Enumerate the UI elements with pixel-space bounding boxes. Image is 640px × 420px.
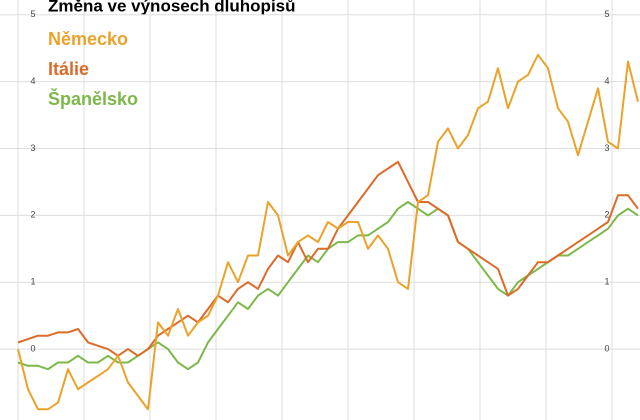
legend-entry: Španělsko: [48, 88, 138, 109]
vertical-grid: [17, 0, 613, 420]
legend-entry: Německo: [48, 29, 128, 49]
line-series: [17, 160, 639, 357]
y-tick-label-right: 3: [604, 143, 609, 153]
line-series: [17, 201, 639, 371]
y-tick-label: 1: [30, 277, 35, 287]
y-tick-label-right: 2: [604, 210, 609, 220]
y-tick-label: 0: [30, 343, 35, 353]
y-tick-label: 4: [30, 76, 35, 86]
line-series: [17, 53, 639, 411]
y-tick-label-right: 5: [604, 9, 609, 19]
legend-entry: Itálie: [48, 59, 89, 79]
y-tick-label-right: 1: [604, 277, 609, 287]
y-tick-label: 2: [30, 210, 35, 220]
y-tick-label: 5: [30, 9, 35, 19]
y-tick-label: 3: [30, 143, 35, 153]
y-tick-label-right: 0: [604, 343, 609, 353]
y-tick-label-right: 4: [604, 76, 609, 86]
chart-title: Změna ve výnosech dluhopisů: [48, 0, 296, 15]
